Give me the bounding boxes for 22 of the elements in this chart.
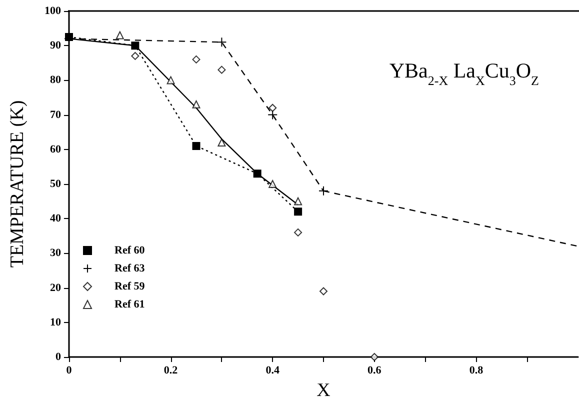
x-tick-label: 0 bbox=[66, 364, 72, 376]
x-tick-label: 0.2 bbox=[164, 364, 178, 376]
y-tick-label: 50 bbox=[50, 178, 62, 190]
y-tick-label: 100 bbox=[44, 5, 62, 17]
x-axis-title: X bbox=[316, 380, 331, 401]
y-tick-label: 70 bbox=[50, 108, 62, 121]
legend-label: Ref 63 bbox=[114, 262, 146, 274]
y-tick-label: 80 bbox=[50, 74, 62, 86]
y-tick-label: 0 bbox=[56, 351, 62, 363]
x-tick-label: 0.6 bbox=[368, 364, 382, 376]
x-tick-label: 0.4 bbox=[266, 364, 280, 376]
y-tick-label: 60 bbox=[50, 143, 62, 156]
legend-label: Ref 60 bbox=[114, 244, 146, 256]
y-tick-label: 30 bbox=[50, 247, 62, 260]
y-tick-label: 10 bbox=[50, 316, 62, 328]
y-tick-label: 90 bbox=[50, 40, 62, 52]
x-tick-label: 0.8 bbox=[469, 364, 484, 376]
legend-label: Ref 61 bbox=[114, 298, 145, 310]
y-tick-label: 20 bbox=[50, 282, 62, 294]
y-tick-label: 40 bbox=[50, 212, 62, 225]
legend-label: Ref 59 bbox=[114, 280, 146, 292]
y-axis-title: TEMPERATURE (K) bbox=[7, 100, 28, 268]
